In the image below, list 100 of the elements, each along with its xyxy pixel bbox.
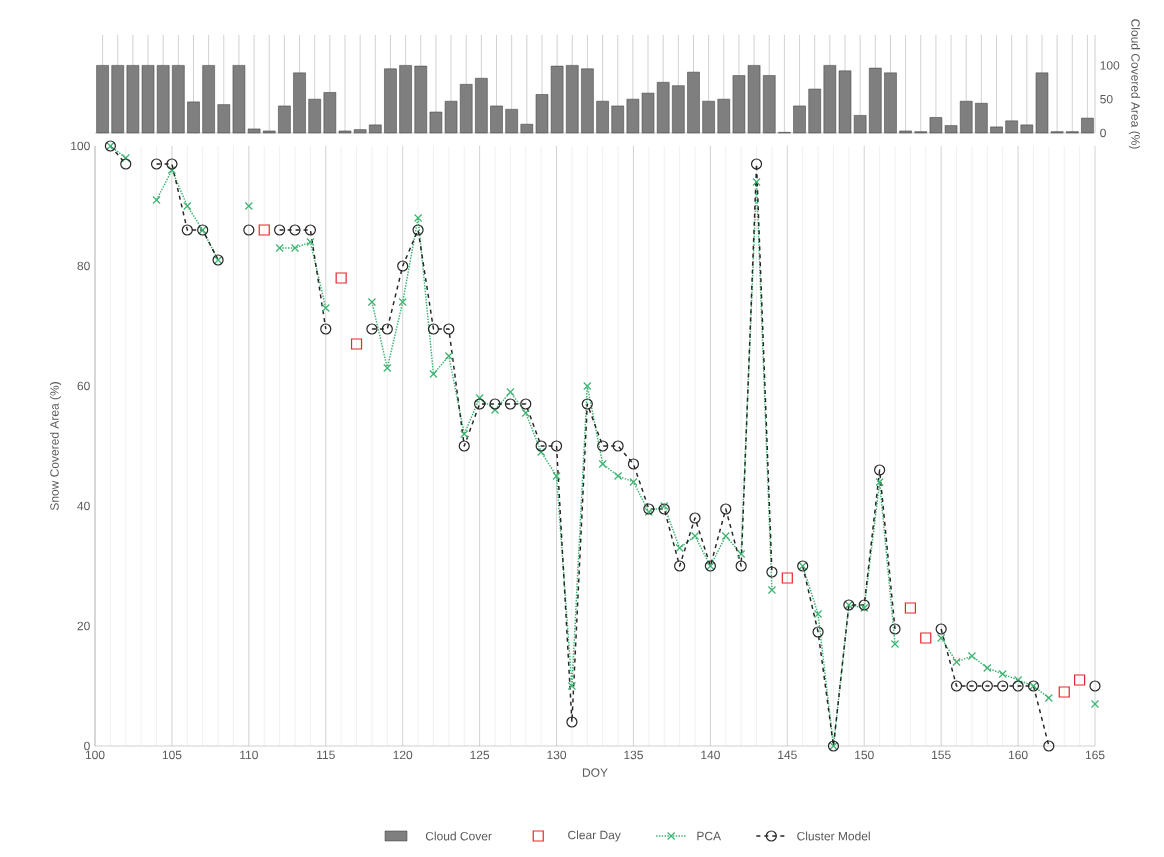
bar [899,130,912,134]
x-tick-label: 105 [162,750,182,760]
bar [459,84,473,134]
point [550,440,563,452]
bar [581,68,594,134]
x-tick-label: 110 [240,750,258,760]
point [721,531,730,541]
point [1089,680,1101,692]
point [689,512,701,524]
point [489,398,501,410]
point [120,158,132,170]
point [781,572,793,584]
y-tick-label: 0 [1100,128,1106,138]
point [367,297,377,307]
point [858,599,870,611]
point [475,393,484,403]
point [398,297,407,307]
point [181,224,193,236]
bar [672,85,685,134]
point [875,477,884,487]
bar [702,100,715,134]
y-axis-title: Snow Covered Area (%) [49,382,62,511]
bar [262,130,276,134]
bar [490,105,503,134]
point [381,323,393,335]
point [750,158,763,170]
point [690,531,700,541]
bar [808,88,821,134]
bar [1020,124,1034,134]
bar [520,123,534,134]
point [812,626,824,638]
point [952,657,961,667]
point [1044,693,1053,703]
point [397,260,409,272]
point [506,387,515,397]
bar [656,82,670,134]
x-tick-label: 135 [624,750,643,760]
point [658,503,670,515]
point [413,213,423,223]
point [627,458,640,470]
point [183,201,192,211]
bar [717,98,731,134]
point [813,609,823,619]
x-tick-label: 165 [1085,750,1105,760]
legend-label: Clear Day [568,830,621,842]
point [167,165,177,175]
bar [884,72,897,134]
point [612,440,624,452]
point [243,224,255,236]
x-tick-label: 160 [1008,750,1028,760]
bar [384,68,397,134]
point [320,323,332,335]
bar [687,71,700,134]
bar [308,98,321,134]
point [613,471,623,481]
x-tick-label: 140 [701,750,720,760]
point [860,603,869,613]
bar [611,105,624,134]
point [443,323,455,335]
x-tick-label: 115 [317,750,335,760]
point [274,224,286,236]
y-tick-label: 20 [77,621,90,631]
bar [1005,120,1018,134]
point [675,543,684,553]
y-tick-label: 0 [84,741,90,751]
bar [853,115,867,134]
point [904,602,916,614]
bar [338,130,352,134]
point [350,338,363,350]
point [567,681,577,691]
point [1074,674,1086,686]
point [412,224,424,236]
y-tick-label: 80 [77,261,90,271]
y-tick-label: 40 [77,501,90,511]
bar [172,65,185,134]
point [383,363,392,373]
bar [399,65,412,134]
point [537,447,546,457]
point [275,243,284,253]
point [566,716,578,728]
point [150,158,163,170]
point [981,680,993,692]
bar [323,92,337,134]
point [474,398,486,410]
point [1012,680,1024,692]
point [752,177,761,187]
bar [202,65,215,134]
point [737,549,746,559]
bar [353,129,367,134]
point [997,680,1009,692]
point [289,224,301,236]
legend-label: PCA [697,831,722,841]
x-tick-label: 150 [855,750,874,760]
bar [566,65,579,134]
point [735,560,747,572]
point [874,464,886,476]
point [460,429,469,439]
point [597,440,609,452]
x-axis-title: DOY [582,768,608,777]
point [552,471,561,481]
